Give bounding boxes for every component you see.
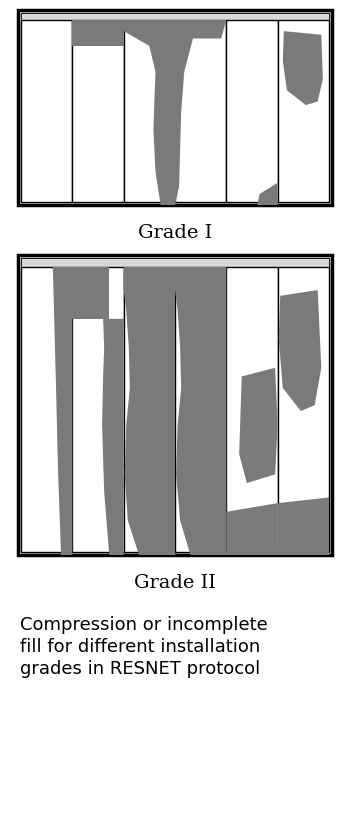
Bar — [175, 20, 226, 202]
Bar — [21, 13, 329, 20]
Polygon shape — [226, 503, 278, 555]
Polygon shape — [279, 290, 321, 411]
Bar — [175, 267, 226, 552]
Text: Compression or incomplete: Compression or incomplete — [20, 616, 268, 634]
Text: Grade II: Grade II — [134, 574, 216, 592]
Bar — [278, 267, 329, 552]
Polygon shape — [239, 368, 278, 483]
Polygon shape — [102, 318, 124, 555]
Bar — [18, 255, 332, 555]
Polygon shape — [175, 267, 226, 555]
Polygon shape — [278, 497, 329, 555]
Bar — [226, 267, 278, 552]
Polygon shape — [124, 20, 175, 205]
Text: fill for different installation: fill for different installation — [20, 638, 260, 656]
Bar — [72, 267, 124, 552]
Bar — [21, 258, 329, 552]
Bar — [21, 13, 329, 202]
Polygon shape — [283, 31, 323, 105]
Polygon shape — [72, 267, 109, 318]
Bar — [124, 20, 175, 202]
Bar — [124, 267, 175, 552]
Polygon shape — [72, 20, 124, 46]
Polygon shape — [124, 267, 175, 555]
Bar — [21, 20, 72, 202]
Bar — [72, 20, 124, 202]
Polygon shape — [53, 267, 72, 555]
Bar — [226, 20, 278, 202]
Polygon shape — [175, 20, 226, 205]
Text: Grade I: Grade I — [138, 224, 212, 242]
Text: grades in RESNET protocol: grades in RESNET protocol — [20, 660, 260, 678]
Bar — [18, 10, 332, 205]
Bar — [21, 258, 329, 267]
Polygon shape — [257, 183, 278, 205]
Bar — [278, 20, 329, 202]
Bar — [21, 267, 72, 552]
